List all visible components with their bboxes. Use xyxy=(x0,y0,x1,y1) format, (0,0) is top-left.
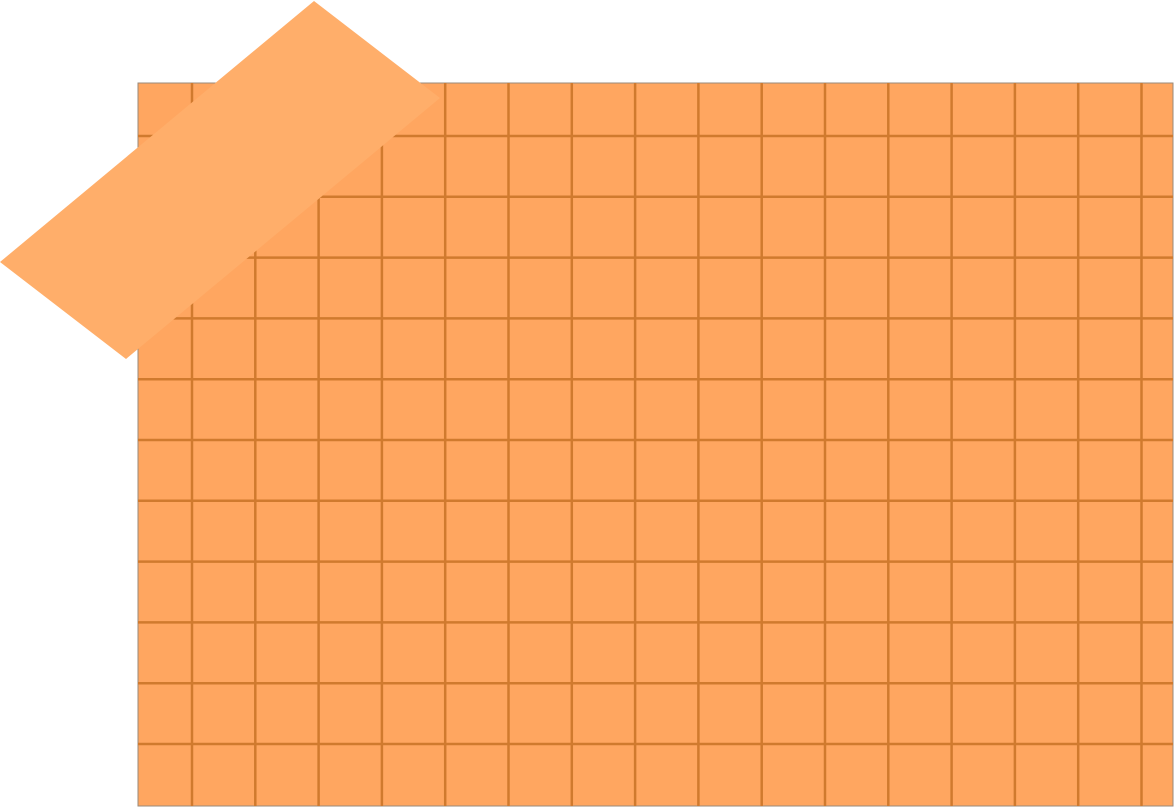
tape-strip xyxy=(0,1,440,359)
grid-lines xyxy=(138,83,1173,806)
